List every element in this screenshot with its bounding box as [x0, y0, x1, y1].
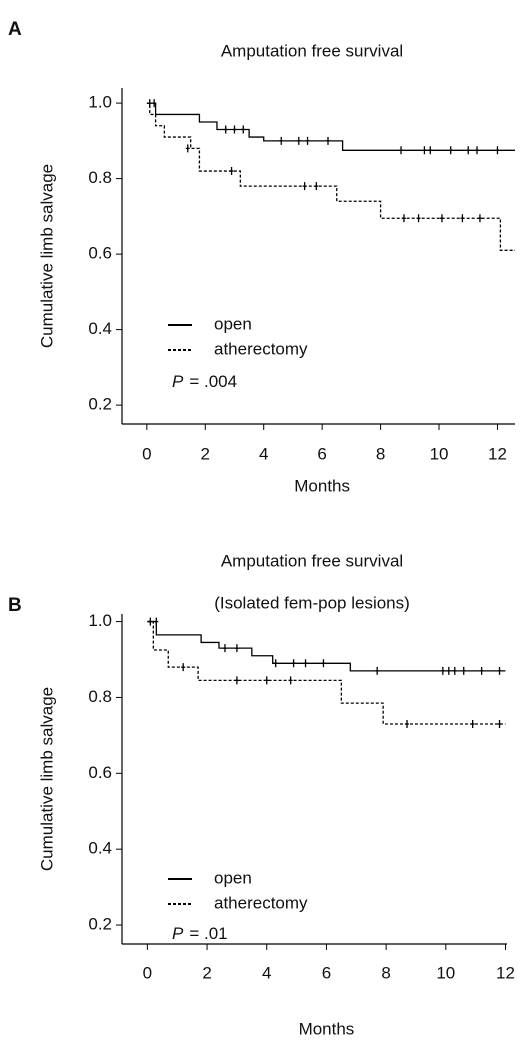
- survival-line: [147, 620, 506, 672]
- panel-label: A: [8, 19, 22, 40]
- y-tick-label: 0.2: [88, 915, 112, 934]
- survival-line: [147, 620, 506, 725]
- x-tick-label: 8: [376, 444, 385, 463]
- censor-mark: [399, 146, 404, 155]
- x-axis-label: Months: [299, 1019, 355, 1038]
- chart-panel: A Amputation free survival 0.2 0.4 0.6 0.8 1.0…: [8, 19, 515, 495]
- censor-mark: [273, 659, 278, 668]
- censor-mark: [440, 666, 445, 675]
- censor-mark: [232, 125, 237, 134]
- censor-mark: [229, 167, 234, 176]
- censor-mark: [375, 666, 380, 675]
- legend-label: atherectomy: [214, 339, 308, 358]
- x-tick-label: 0: [143, 963, 152, 982]
- censor-mark: [461, 666, 466, 675]
- y-tick-label: 0.8: [88, 168, 112, 187]
- censor-mark: [439, 214, 444, 223]
- censor-mark: [291, 659, 296, 668]
- x-tick-label: 6: [317, 444, 326, 463]
- censor-mark: [234, 644, 239, 653]
- x-tick-label: 4: [262, 963, 271, 982]
- legend-label: atherectomy: [214, 893, 308, 912]
- legend-label: open: [214, 314, 252, 333]
- y-tick-label: 0.6: [88, 763, 112, 782]
- censor-mark: [241, 125, 246, 134]
- chart-subtitle: (Isolated fem-pop lesions): [214, 593, 410, 612]
- y-tick-label: 0.6: [88, 244, 112, 263]
- censor-mark: [152, 99, 157, 108]
- x-axis-label: Months: [294, 476, 350, 495]
- censor-mark: [279, 136, 284, 145]
- y-axis-label: Cumulative limb salvage: [37, 687, 56, 871]
- x-tick-label: 12: [496, 963, 515, 982]
- y-tick-label: 0.4: [88, 839, 112, 858]
- censor-mark: [452, 666, 457, 675]
- p-value: P = .004: [172, 372, 237, 391]
- chart-title: Amputation free survival: [221, 551, 403, 570]
- censor-mark: [154, 617, 159, 626]
- chart-panel: B Amputation free survival (Isolated fem-p…: [8, 551, 515, 1038]
- y-tick-label: 0.2: [88, 395, 112, 414]
- censor-mark: [314, 182, 319, 191]
- y-axis-label: Cumulative limb salvage: [37, 164, 56, 348]
- censor-mark: [401, 214, 406, 223]
- p-text: = .01: [189, 924, 227, 943]
- censor-mark: [477, 214, 482, 223]
- censor-mark: [466, 146, 471, 155]
- censor-mark: [264, 676, 269, 685]
- censor-mark: [428, 146, 433, 155]
- censor-mark: [305, 136, 310, 145]
- y-tick-label: 1.0: [88, 611, 112, 630]
- censor-mark: [288, 676, 293, 685]
- censor-mark: [302, 182, 307, 191]
- censor-mark: [460, 214, 465, 223]
- p-value: P = .01: [172, 924, 228, 943]
- x-tick-label: 10: [436, 963, 455, 982]
- y-tick-label: 0.4: [88, 319, 112, 338]
- censor-mark: [321, 659, 326, 668]
- x-tick-label: 4: [259, 444, 268, 463]
- x-tick-label: 2: [202, 963, 211, 982]
- survival-line: [146, 102, 515, 151]
- y-tick-label: 0.8: [88, 687, 112, 706]
- censor-mark: [446, 666, 451, 675]
- x-tick-label: 8: [381, 963, 390, 982]
- censor-mark: [448, 146, 453, 155]
- panel-label: B: [8, 595, 22, 616]
- censor-mark: [475, 146, 480, 155]
- censor-mark: [325, 136, 330, 145]
- p-text: = .004: [189, 372, 237, 391]
- x-tick-label: 0: [142, 444, 151, 463]
- censor-mark: [495, 146, 500, 155]
- censor-mark: [422, 146, 427, 155]
- censor-mark: [303, 659, 308, 668]
- censor-mark: [296, 136, 301, 145]
- x-tick-label: 10: [430, 444, 449, 463]
- chart-title: Amputation free survival: [221, 41, 403, 60]
- censor-mark: [470, 720, 475, 728]
- y-tick-label: 1.0: [88, 93, 112, 112]
- censor-mark: [222, 644, 227, 653]
- censor-mark: [405, 720, 410, 728]
- censor-mark: [416, 214, 421, 223]
- p-symbol: P: [172, 372, 184, 391]
- censor-mark: [181, 663, 186, 672]
- x-tick-label: 6: [322, 963, 331, 982]
- censor-mark: [497, 720, 502, 728]
- censor-mark: [497, 666, 502, 675]
- censor-mark: [479, 666, 484, 675]
- x-tick-label: 2: [201, 444, 210, 463]
- p-symbol: P: [172, 924, 184, 943]
- censor-mark: [185, 144, 190, 153]
- censor-mark: [234, 676, 239, 685]
- survival-line: [146, 102, 515, 251]
- x-tick-label: 12: [488, 444, 507, 463]
- censor-mark: [223, 125, 228, 134]
- legend-label: open: [214, 868, 252, 887]
